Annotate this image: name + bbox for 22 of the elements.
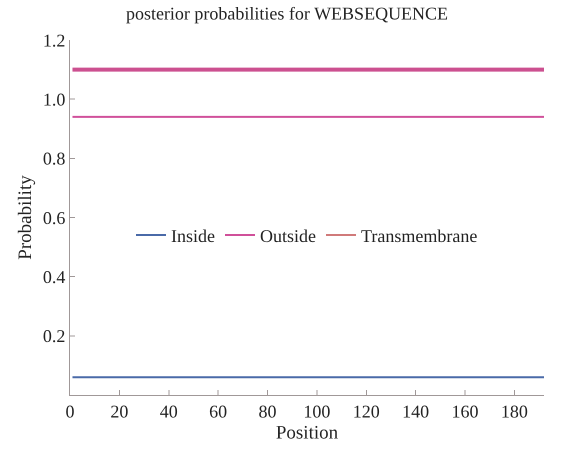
x-tick-label: 60 xyxy=(209,402,228,422)
x-tick-label: 180 xyxy=(500,402,528,422)
y-tick-label: 0.6 xyxy=(42,208,66,228)
chart-title: posterior probabilities for WEBSEQUENCE xyxy=(126,3,448,24)
y-tick-label: 0.8 xyxy=(42,148,66,169)
x-tick-label: 40 xyxy=(160,402,178,422)
y-tick-label: 1.0 xyxy=(42,89,66,110)
legend-label: Transmembrane xyxy=(361,226,478,246)
x-axis-title: Position xyxy=(276,422,339,444)
legend-label: Inside xyxy=(171,226,215,246)
y-tick-label: 1.2 xyxy=(42,30,66,50)
x-tick-label: 120 xyxy=(352,402,380,422)
y-tick-label: 0.4 xyxy=(42,266,66,287)
x-tick-label: 80 xyxy=(258,402,276,422)
x-tick-label: 100 xyxy=(303,402,330,422)
x-tick-label: 160 xyxy=(452,402,478,422)
legend-label: Outside xyxy=(260,226,316,246)
x-tick-label: 140 xyxy=(402,402,430,422)
y-tick-label: 0.2 xyxy=(42,326,66,346)
y-axis-title: Probability xyxy=(14,174,36,260)
x-tick-label: 0 xyxy=(66,402,74,422)
x-tick-label: 20 xyxy=(110,402,128,422)
